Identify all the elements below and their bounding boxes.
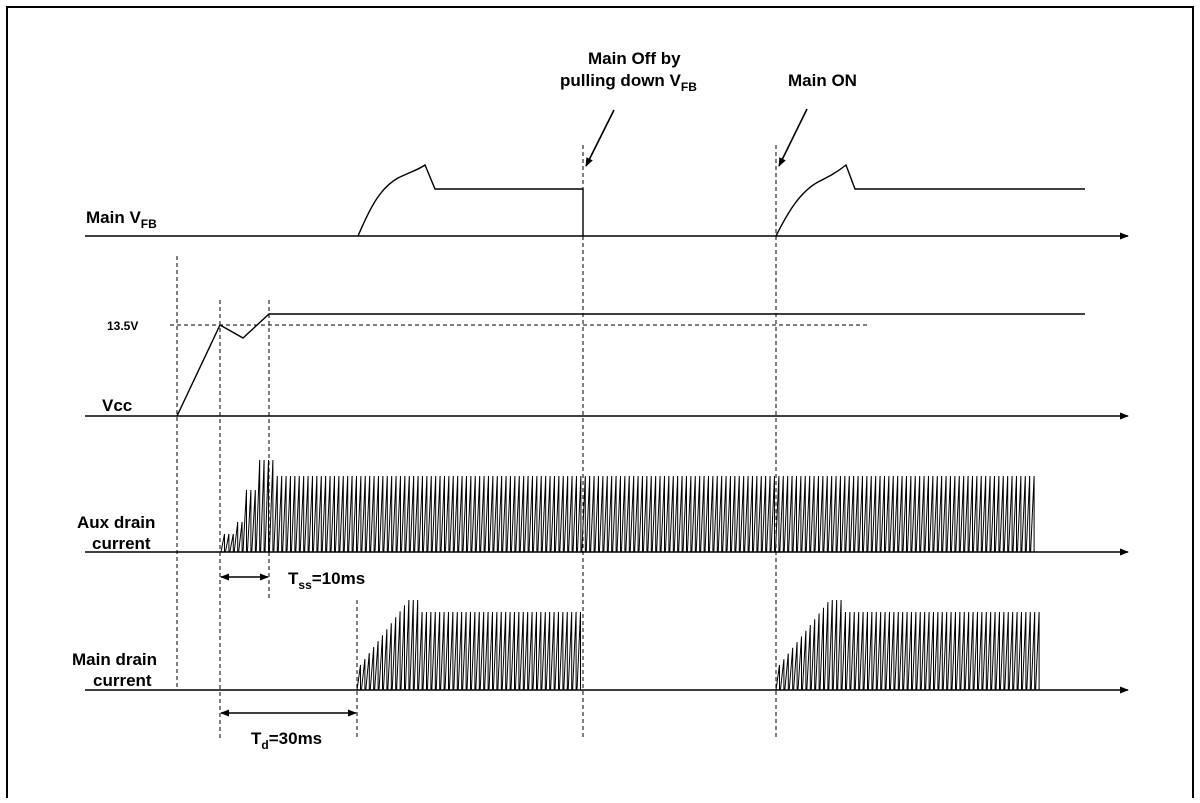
td-label: Td=30ms	[251, 729, 322, 752]
vcc-waveform	[176, 313, 1085, 417]
main-vfb-label: Main VFB	[86, 208, 157, 231]
main-vfb-waveform-2	[775, 163, 1085, 237]
main-off-pointer-arrow	[585, 109, 615, 167]
tss-label: Tss=10ms	[288, 569, 365, 592]
main-off-label-line2: pulling down VFB	[560, 71, 697, 94]
main-drain-pulses	[356, 599, 1040, 691]
main-drain-label-line2: current	[93, 671, 152, 690]
main-vfb-label-text: Main V	[86, 208, 141, 227]
aux-drain-label-line2: current	[92, 534, 151, 553]
main-off-label-line1: Main Off by	[588, 49, 681, 68]
aux-drain-label-line1: Aux drain	[77, 513, 155, 532]
main-off-label-sub: FB	[681, 80, 697, 94]
tss-label-value: =10ms	[312, 569, 365, 588]
aux-pulses-trace	[220, 459, 1035, 553]
vcc-label: Vcc	[102, 396, 132, 415]
reference-lines	[170, 145, 870, 740]
tss-label-sub: ss	[298, 578, 312, 592]
aux-drain-pulses	[220, 459, 1035, 553]
td-label-value: =30ms	[269, 729, 322, 748]
main-off-label-text: pulling down V	[560, 71, 682, 90]
main-vfb-waveform-1	[357, 163, 584, 237]
main-drain-label-line1: Main drain	[72, 650, 157, 669]
main-pulses-trace	[356, 599, 581, 691]
main-pulses-trace	[775, 599, 1040, 691]
tss-label-t: T	[288, 569, 299, 588]
td-label-t: T	[251, 729, 262, 748]
diagram-frame	[6, 6, 1194, 803]
main-on-label: Main ON	[788, 71, 857, 90]
vcc-level-label: 13.5V	[107, 319, 138, 333]
td-label-sub: d	[261, 738, 268, 752]
main-on-pointer-arrow	[778, 108, 808, 167]
main-vfb-label-sub: FB	[141, 217, 157, 231]
